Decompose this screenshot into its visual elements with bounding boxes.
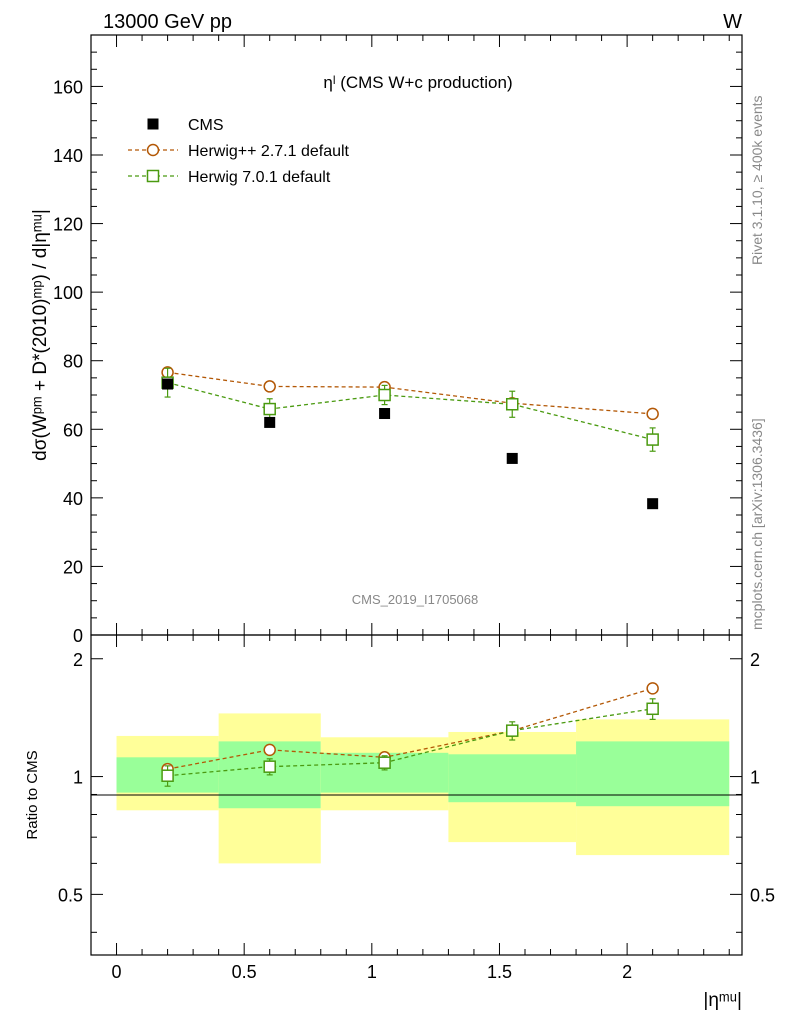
herwig7-point xyxy=(378,388,391,402)
ratio-panel: 0.5 0.5 1 1 2 2 0 0.5 1 1.5 2 Ratio to CMS |ηᵐᵘ| xyxy=(24,634,775,1011)
legend-label-cms-data: CMS xyxy=(188,117,224,134)
main-y-tick-label: 100 xyxy=(53,283,83,303)
ratio-y-tick-label-left: 1 xyxy=(73,768,83,788)
ratio-y-tick-label-left: 0.5 xyxy=(58,885,83,905)
energy-label: 13000 GeV pp xyxy=(103,11,232,33)
ratio-frame xyxy=(90,634,743,956)
ratio-y-tick-label-right: 1 xyxy=(750,768,760,788)
main-y-tick-label: 140 xyxy=(53,146,83,166)
ratio-uncertainty-bands xyxy=(116,713,730,864)
ratio-inner-band xyxy=(576,741,730,807)
herwig7-point xyxy=(505,398,519,411)
herwig7-point xyxy=(263,402,276,416)
main-series xyxy=(161,366,659,510)
ratio-herwigpp-point xyxy=(263,743,276,757)
main-y-tick-label: 20 xyxy=(63,557,83,577)
legend-label-herwig7: Herwig 7.0.1 default xyxy=(188,169,331,186)
main-title: ηˡ (CMS W+c production) xyxy=(323,73,512,92)
x-tick-label: 0 xyxy=(112,962,122,982)
main-y-axis-label: dσ(Wᵖᵐ + D*(2010)ᵐᵖ) / d|ηᵐᵘ| xyxy=(30,209,51,461)
legend-label-herwigpp: Herwig++ 2.7.1 default xyxy=(188,143,350,160)
ratio-herwig7-point xyxy=(263,760,276,773)
main-panel: 0 20 40 60 80 100 120 140 160 ηˡ (CMS W+c produc… xyxy=(30,34,743,646)
rivet-label: Rivet 3.1.10, ≥ 400k events xyxy=(749,95,765,265)
main-y-tick-label: 160 xyxy=(53,77,83,97)
x-tick-label: 1 xyxy=(367,962,377,982)
ratio-y-tick-label-right: 2 xyxy=(750,650,760,670)
process-label: W xyxy=(723,11,742,33)
cms-data-point xyxy=(162,378,174,390)
main-y-ticks: 0 20 40 60 80 100 120 140 160 xyxy=(53,35,742,646)
ratio-y-tick-label-left: 2 xyxy=(73,650,83,670)
ratio-y-axis-label: Ratio to CMS xyxy=(24,750,41,839)
main-y-tick-label: 0 xyxy=(73,626,83,646)
legend: CMS Herwig++ 2.7.1 default Herwig 7.0.1 de… xyxy=(128,117,350,186)
x-tick-label: 0.5 xyxy=(232,962,257,982)
herwig7-point xyxy=(646,433,659,446)
ratio-y-tick-label-right: 0.5 xyxy=(750,885,775,905)
mcplots-label: mcplots.cern.ch [arXiv:1306.3436] xyxy=(749,418,765,630)
ratio-herwig7-point xyxy=(161,769,174,782)
x-axis-label: |ηᵐᵘ| xyxy=(703,990,742,1011)
legend-marker-herwig7 xyxy=(146,169,160,183)
ratio-herwig7-point xyxy=(505,724,519,737)
main-y-tick-label: 60 xyxy=(63,420,83,440)
ratio-series xyxy=(161,682,659,787)
herwigpp-point xyxy=(263,380,276,393)
herwigpp-point xyxy=(646,407,659,421)
ratio-herwig7-point xyxy=(646,702,659,716)
ratio-inner-band xyxy=(448,754,577,803)
main-y-tick-label: 80 xyxy=(63,352,83,372)
ratio-ticks: 0.5 0.5 1 1 2 2 0 0.5 1 1.5 2 xyxy=(58,635,775,982)
ratio-herwig7-point xyxy=(378,756,391,769)
cms-data-point xyxy=(379,408,391,420)
legend-marker-cms-data xyxy=(147,118,159,130)
ratio-herwigpp-point xyxy=(646,682,659,695)
legend-marker-herwigpp xyxy=(146,143,160,157)
main-y-tick-label: 120 xyxy=(53,215,83,235)
x-tick-label: 1.5 xyxy=(487,962,512,982)
cms-data-point xyxy=(506,452,518,464)
analysis-watermark: CMS_2019_I1705068 xyxy=(352,592,479,607)
herwigpp-line xyxy=(167,371,653,415)
cms-data-point xyxy=(647,498,659,510)
x-tick-label: 2 xyxy=(622,962,632,982)
cms-data-point xyxy=(264,416,276,428)
main-y-tick-label: 40 xyxy=(63,489,83,509)
herwig7-line xyxy=(167,382,653,441)
